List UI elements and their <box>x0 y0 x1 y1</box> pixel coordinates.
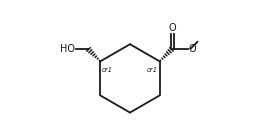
Text: HO: HO <box>60 44 75 53</box>
Text: or1: or1 <box>102 67 113 73</box>
Text: O: O <box>168 23 176 33</box>
Text: or1: or1 <box>147 67 158 73</box>
Text: O: O <box>188 44 196 53</box>
